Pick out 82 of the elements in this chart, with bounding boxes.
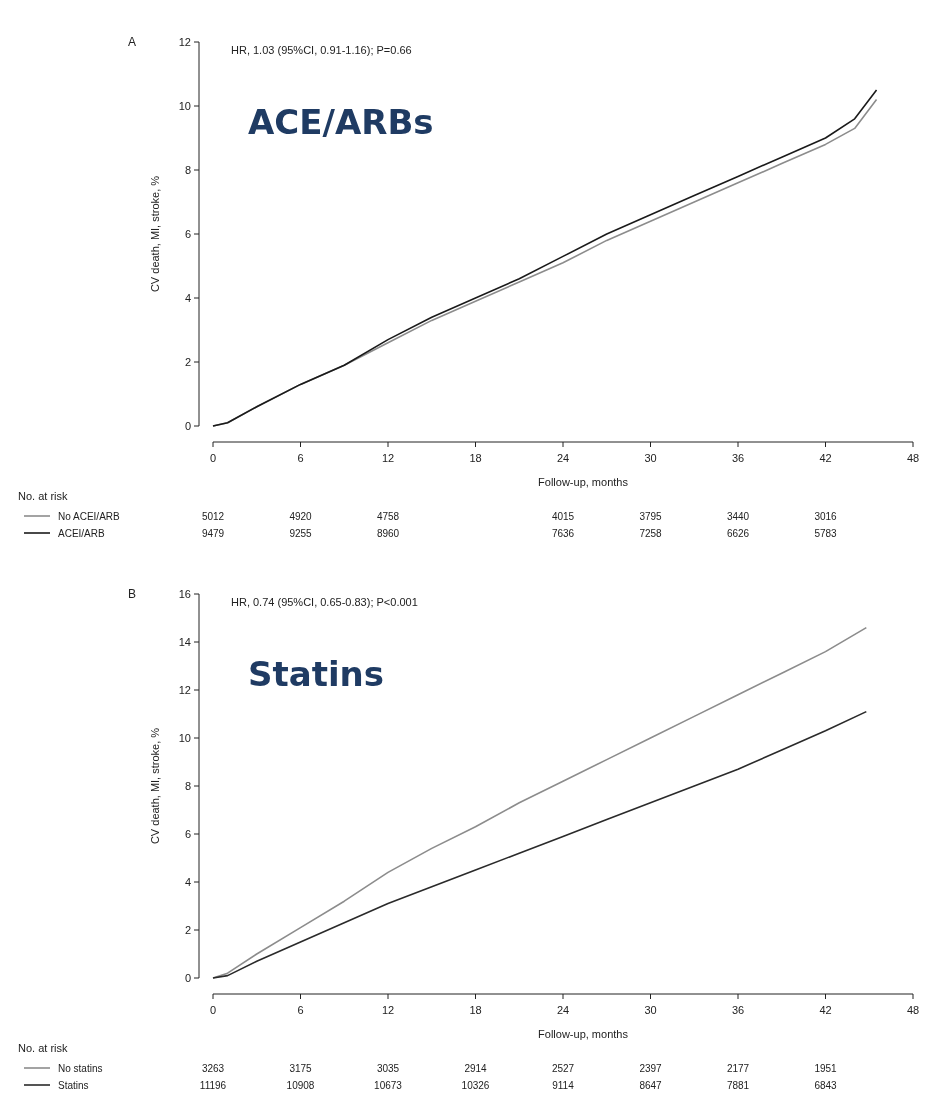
x-axis-title: Follow-up, months [538, 476, 629, 488]
x-tick-label: 24 [556, 1004, 570, 1016]
text: 10908 [286, 1080, 315, 1091]
x-tick-label: 0 [209, 1004, 217, 1016]
legend-label: No ACEI/ARB [58, 511, 121, 522]
text: 10326 [461, 1080, 490, 1091]
text: 8960 [376, 528, 400, 539]
y-tick-label: 2 [184, 355, 191, 368]
x-tick-label: 6 [297, 452, 304, 464]
x-tick-label: 30 [644, 452, 657, 464]
x-tick-label: 36 [731, 1004, 745, 1016]
text: No. at risk [18, 490, 69, 502]
x-tick-label: 42 [819, 1004, 832, 1016]
y-tick-label: 8 [184, 163, 191, 176]
y-tick-label: 4 [184, 875, 191, 888]
text: 4920 [289, 511, 313, 522]
annotation: HR, 0.74 (95%CI, 0.65-0.83); P<0.001 [231, 596, 418, 608]
legend-label: Statins [58, 1080, 89, 1091]
text: 4015 [551, 511, 575, 522]
line-series [212, 710, 868, 979]
x-tick-label: 12 [381, 1004, 395, 1016]
legend-label: No statins [58, 1063, 103, 1074]
text: 2914 [464, 1063, 488, 1074]
text: 2397 [639, 1063, 663, 1074]
x-tick-label: 0 [209, 452, 217, 464]
text: Statins [248, 654, 385, 694]
y-tick-label: 4 [184, 291, 191, 304]
y-tick-label: 12 [178, 683, 191, 696]
text: 8647 [639, 1080, 663, 1091]
text: 10673 [374, 1080, 403, 1091]
text: 9114 [552, 1080, 575, 1091]
y-tick-label: 0 [184, 971, 191, 984]
annotation: HR, 1.03 (95%CI, 0.91-1.16); P=0.66 [231, 44, 412, 56]
y-tick-label: 16 [178, 587, 191, 600]
y-tick-label: 0 [184, 419, 191, 432]
y-tick-label: 10 [178, 731, 191, 744]
text: 2177 [726, 1063, 750, 1074]
x-tick-label: 30 [644, 1004, 657, 1016]
text: 11196 [199, 1080, 227, 1091]
text: 7636 [551, 528, 575, 539]
text: 6626 [726, 528, 750, 539]
text: 3440 [726, 511, 750, 522]
y-tick-label: 6 [184, 827, 191, 840]
x-tick-label: 18 [469, 452, 482, 464]
text: 3795 [639, 511, 663, 522]
text: No. at risk [18, 1042, 69, 1054]
x-tick-label: 48 [906, 1004, 920, 1016]
x-axis-title: Follow-up, months [538, 1028, 629, 1040]
x-tick-label: 24 [556, 452, 570, 464]
y-tick-label: 14 [178, 635, 191, 648]
chart-title: A [128, 35, 137, 49]
text: 3016 [814, 511, 838, 522]
x-tick-label: 6 [297, 1004, 304, 1016]
line-series [212, 626, 868, 979]
x-tick-label: 36 [731, 452, 745, 464]
text: 9255 [289, 528, 313, 539]
legend-label: ACEI/ARB [58, 528, 106, 539]
text: 5783 [814, 528, 838, 539]
text: ACE/ARBs [248, 102, 434, 142]
text: 3175 [289, 1063, 313, 1074]
y-axis-title: CV death, MI, stroke, % [149, 175, 161, 293]
x-tick-label: 48 [906, 452, 920, 464]
y-tick-label: 12 [178, 35, 191, 48]
y-tick-label: 2 [184, 923, 191, 936]
y-axis-title: CV death, MI, stroke, % [149, 727, 161, 845]
text: 6843 [814, 1080, 838, 1091]
text: 7881 [726, 1080, 750, 1091]
y-tick-label: 10 [178, 99, 191, 112]
text: 2527 [551, 1063, 575, 1074]
text: 3263 [201, 1063, 225, 1074]
chart-title: B [128, 587, 137, 601]
y-tick-label: 6 [184, 227, 191, 240]
text: 4758 [376, 511, 400, 522]
y-tick-label: 8 [184, 779, 191, 792]
text: 3035 [376, 1063, 400, 1074]
x-tick-label: 18 [469, 1004, 482, 1016]
text: 9479 [201, 528, 225, 539]
x-tick-label: 42 [819, 452, 832, 464]
x-tick-label: 12 [381, 452, 395, 464]
text: 7258 [639, 528, 663, 539]
text: 1951 [814, 1063, 838, 1074]
text: 5012 [201, 511, 225, 522]
